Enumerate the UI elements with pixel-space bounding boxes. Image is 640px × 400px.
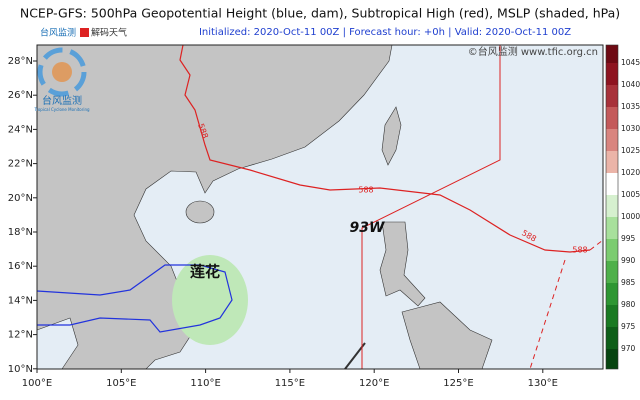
colorbar-band xyxy=(606,45,618,63)
storm-label: 莲花 xyxy=(190,263,220,281)
colorbar-band xyxy=(606,327,618,349)
colorbar-band xyxy=(606,261,618,283)
colorbar-label: 1005 xyxy=(621,190,640,199)
watermark: ©台风监测 www.tfic.org.cn xyxy=(468,45,598,58)
colorbar-label: 1020 xyxy=(621,168,640,177)
lat-label: 20°N xyxy=(8,193,33,204)
taiwan xyxy=(381,106,402,166)
lat-label: 18°N xyxy=(8,227,33,238)
storm-label: 93W xyxy=(350,220,385,236)
lat-label: 10°N xyxy=(8,364,33,375)
lat-label: 16°N xyxy=(8,261,33,272)
logo-text: 台风监测 xyxy=(40,27,76,39)
subtropical-high-contour xyxy=(179,44,591,253)
colorbar: 1045 1040 1035 1030 1025 1020 1005 1000 995 990 98… xyxy=(605,44,640,370)
colorbar-band xyxy=(606,239,618,261)
lat-label: 24°N xyxy=(8,124,33,135)
lon-label: 110°E xyxy=(190,378,220,389)
colorbar-label: 980 xyxy=(621,300,636,309)
logo-eye xyxy=(52,62,72,82)
colorbar-band xyxy=(606,151,618,173)
colorbar-band xyxy=(606,195,618,217)
visayas-mindanao xyxy=(401,301,493,370)
lat-label: 22°N xyxy=(8,159,33,170)
contour-label: 588 xyxy=(572,246,587,255)
colorbar-label: 1040 xyxy=(621,80,640,89)
subtitle: Initialized: 2020-Oct-11 00Z | Forecast … xyxy=(199,27,571,38)
logo-badge: 解码天气 xyxy=(91,27,127,39)
colorbar-band xyxy=(606,85,618,107)
hainan xyxy=(185,200,215,224)
title: NCEP-GFS: 500hPa Geopotential Height (bl… xyxy=(20,6,620,21)
luzon xyxy=(379,221,426,307)
colorbar-frame xyxy=(605,44,619,370)
colorbar-band xyxy=(606,217,618,239)
mainland xyxy=(36,44,393,370)
low-pressure-area xyxy=(172,255,248,345)
lat-label: 14°N xyxy=(8,295,33,306)
logo-swirl xyxy=(37,47,87,97)
dashed-line xyxy=(529,239,604,370)
map xyxy=(36,44,604,370)
lon-label: 105°E xyxy=(106,378,136,389)
lat-label: 28°N xyxy=(8,56,33,67)
colorbar-band xyxy=(606,349,618,369)
map-frame xyxy=(36,44,604,370)
lon-label: 130°E xyxy=(528,378,558,389)
box-line xyxy=(361,45,501,369)
colorbar-band xyxy=(606,63,618,85)
logo-name: 台风监测 xyxy=(42,94,82,107)
lon-label: 120°E xyxy=(359,378,389,389)
colorbar-band xyxy=(606,173,618,195)
logo-tagline: Tropical Cyclone Monitoring xyxy=(33,107,90,112)
colorbar-band xyxy=(606,107,618,129)
colorbar-label: 975 xyxy=(621,322,636,331)
contour-label: 588 xyxy=(358,186,373,195)
lat-label: 26°N xyxy=(8,90,33,101)
height-contour xyxy=(36,264,233,333)
lon-label: 115°E xyxy=(275,378,305,389)
colorbar-label: 1000 xyxy=(621,212,640,221)
lat-label: 12°N xyxy=(8,330,33,341)
lon-label: 125°E xyxy=(443,378,473,389)
colorbar-label: 985 xyxy=(621,278,636,287)
colorbar-band xyxy=(606,283,618,305)
colorbar-band xyxy=(606,129,618,151)
colorbar-label: 1035 xyxy=(621,102,640,111)
colorbar-label: 970 xyxy=(621,344,636,353)
colorbar-label: 995 xyxy=(621,234,636,243)
logo-badge-box xyxy=(80,28,89,37)
colorbar-label: 1025 xyxy=(621,146,640,155)
colorbar-label: 1045 xyxy=(621,58,640,67)
colorbar-label: 990 xyxy=(621,256,636,265)
colorbar-label: 1030 xyxy=(621,124,640,133)
lon-label: 100°E xyxy=(22,378,52,389)
colorbar-band xyxy=(606,305,618,327)
